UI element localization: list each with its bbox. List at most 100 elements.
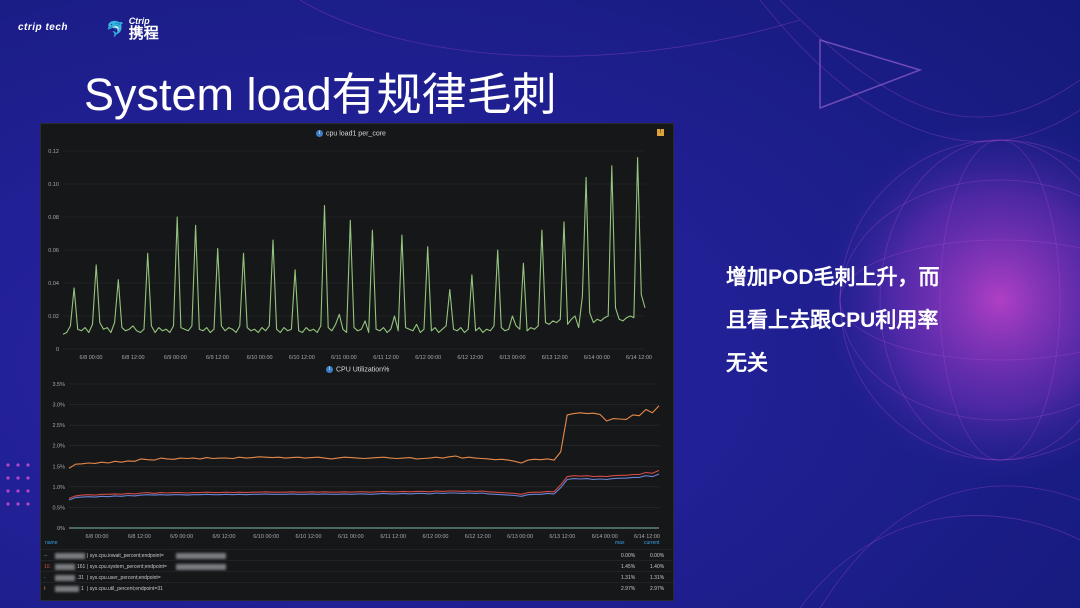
load-chart: 0 0.02 0.04 0.06 0.08 0.10 0.12 6/8 00:00 6/8 12… <box>48 149 652 361</box>
legend-endpoint-suffix: 161 <box>77 564 86 570</box>
legend-current: 1.40% <box>650 564 665 570</box>
y-tick-label: 0.06 <box>48 248 59 254</box>
x-tick-label: 6/12 12:00 <box>457 355 483 361</box>
x-tick-label: 6/12 00:00 <box>415 355 441 361</box>
x-tick-label: 6/8 12:00 <box>122 355 145 361</box>
legend-row[interactable]: t 1 | sys.cpu.util_percent;endpoint=31 2… <box>41 582 673 594</box>
x-tick-label: 6/9 12:00 <box>212 534 235 540</box>
legend-swatch: t <box>44 586 46 592</box>
info-icon[interactable]: i <box>326 366 333 373</box>
legend-header-current[interactable]: current <box>644 540 660 546</box>
x-tick-label: 6/9 00:00 <box>170 534 193 540</box>
series-line-sys-cpu-user-percent <box>68 473 660 501</box>
legend-row[interactable]: 10. 161 | sys.cpu.system_percent;endpoin… <box>41 560 673 572</box>
ctrip-logo: 🐬 Ctrip 携程 <box>106 16 159 42</box>
legend-endpoint-redacted <box>55 553 85 559</box>
legend-header-max[interactable]: max <box>615 540 625 546</box>
legend-series-name: | sys.cpu.system_percent;endpoint= <box>87 564 167 570</box>
legend-row[interactable]: - .31 | sys.cpu.user_percent;endpoint= 1… <box>41 571 673 583</box>
slide-title: System load有规律毛刺 <box>84 69 557 120</box>
x-tick-label: 6/10 00:00 <box>247 355 273 361</box>
info-icon[interactable]: i <box>316 130 323 137</box>
y-tick-label: 1.5% <box>52 464 65 470</box>
x-tick-label: 6/14 12:00 <box>626 355 652 361</box>
legend-endpoint-suffix: .31 <box>77 575 84 581</box>
x-tick-label: 6/13 00:00 <box>500 355 526 361</box>
legend-header: name max current <box>41 539 673 548</box>
legend-max: 1.45% <box>621 564 636 570</box>
legend-endpoint-redacted <box>176 564 226 570</box>
legend-max: 1.31% <box>621 575 636 581</box>
dolphin-icon: 🐬 <box>106 21 125 38</box>
x-tick-label: 6/13 00:00 <box>507 534 533 540</box>
side-note: 增加POD毛刺上升，而 且看上去跟CPU利用率 无关 <box>726 256 1026 385</box>
x-tick-label: 6/14 00:00 <box>592 534 618 540</box>
legend-endpoint-redacted <box>55 575 75 581</box>
decorative-triangle <box>819 38 923 110</box>
y-tick-label: 3.0% <box>52 403 65 409</box>
legend-swatch: 10. <box>44 564 51 570</box>
x-tick-label: 6/11 12:00 <box>373 355 399 361</box>
side-note-line: 增加POD毛刺上升，而 <box>726 266 940 289</box>
y-tick-label: 3.5% <box>52 382 65 388</box>
warning-icon[interactable]: ! <box>657 129 664 136</box>
y-tick-label: 2.5% <box>52 423 65 429</box>
y-tick-label: 0 <box>56 347 59 353</box>
x-tick-label: 6/14 12:00 <box>634 534 660 540</box>
series-line-sys-cpu-system-percent <box>68 469 660 499</box>
legend-series-name: | sys.cpu.util_percent;endpoint=31 <box>87 586 163 592</box>
y-tick-label: 2.0% <box>52 444 65 450</box>
y-tick-label: 0% <box>57 526 65 532</box>
legend-series-name: | sys.cpu.user_percent;endpoint= <box>87 575 161 581</box>
x-tick-label: 6/11 00:00 <box>331 355 357 361</box>
x-tick-label: 6/12 12:00 <box>465 534 491 540</box>
y-tick-label: 1.0% <box>52 485 65 491</box>
y-tick-label: 0.10 <box>48 182 59 188</box>
legend-row[interactable]: -- | sys.cpu.iowait_percent;endpoint= 0.… <box>41 549 673 561</box>
y-tick-label: 0.04 <box>48 281 59 287</box>
panel-title-cpu[interactable]: i CPU Utilization% <box>326 366 389 373</box>
x-tick-label: 6/8 00:00 <box>86 534 109 540</box>
legend-swatch: -- <box>44 553 48 559</box>
series-line-sys-cpu-util-percent <box>68 405 660 469</box>
legend-swatch: - <box>44 575 46 581</box>
legend-endpoint-suffix: 1 <box>81 586 84 592</box>
x-tick-label: 6/13 12:00 <box>549 534 575 540</box>
x-tick-label: 6/13 12:00 <box>542 355 568 361</box>
cpu-chart: 0% 0.5% 1.0% 1.5% 2.0% 2.5% 3.0% 3.5% 6/8 00:00 6… <box>52 382 660 540</box>
x-tick-label: 6/14 00:00 <box>584 355 610 361</box>
x-tick-label: 6/10 12:00 <box>296 534 322 540</box>
legend-endpoint-redacted <box>55 586 79 592</box>
decorative-dots <box>6 463 30 506</box>
x-tick-label: 6/12 00:00 <box>422 534 448 540</box>
x-tick-label: 6/8 00:00 <box>80 355 103 361</box>
x-tick-label: 6/11 00:00 <box>338 534 364 540</box>
y-tick-label: 0.02 <box>48 314 59 320</box>
series-line-load1 <box>62 157 646 335</box>
panel-title-load[interactable]: i cpu load1 per_core <box>316 130 386 137</box>
legend-max: 2.97% <box>621 586 636 592</box>
legend-current: 1.31% <box>650 575 665 581</box>
y-tick-label: 0.12 <box>48 149 59 155</box>
x-tick-label: 6/10 12:00 <box>289 355 315 361</box>
x-tick-label: 6/8 12:00 <box>128 534 151 540</box>
side-note-line: 且看上去跟CPU利用率 <box>726 309 939 332</box>
legend-max: 0.00% <box>621 553 636 559</box>
dashboard-screenshot: i cpu load1 per_core ! 0 0.02 0.04 0.06 0.08 0… <box>40 123 674 601</box>
x-tick-label: 6/9 12:00 <box>206 355 229 361</box>
y-tick-label: 0.5% <box>52 505 65 511</box>
ctrip-tech-logo: ctrip tech <box>18 22 69 33</box>
side-note-line: 无关 <box>726 352 768 375</box>
legend-endpoint-redacted <box>55 564 75 570</box>
decorative-globe <box>820 120 1080 480</box>
ctrip-logo-latin: Ctrip <box>128 15 150 26</box>
y-tick-label: 0.08 <box>48 215 59 221</box>
legend-series-name: | sys.cpu.iowait_percent;endpoint= <box>87 553 164 559</box>
legend-endpoint-redacted <box>176 553 226 559</box>
x-tick-label: 6/9 00:00 <box>164 355 187 361</box>
legend-current: 0.00% <box>650 553 665 559</box>
legend-current: 2.97% <box>650 586 665 592</box>
legend-header-name[interactable]: name <box>45 540 58 546</box>
ctrip-logo-text: 携程 <box>128 24 159 42</box>
x-tick-label: 6/11 12:00 <box>380 534 406 540</box>
